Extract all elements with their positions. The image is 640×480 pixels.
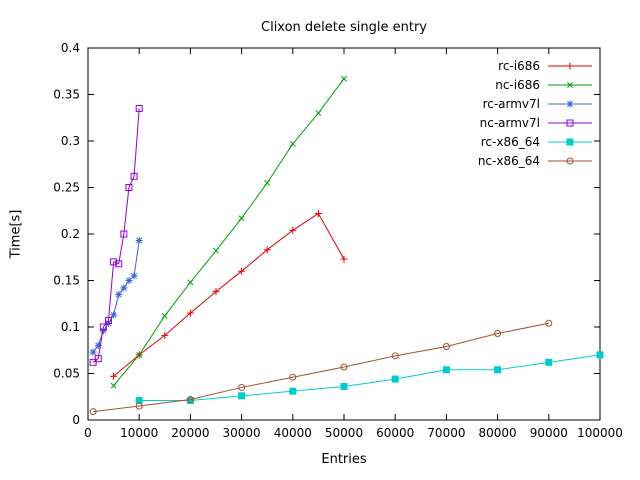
legend-label-rc-x86_64: rc-x86_64 <box>481 135 540 149</box>
series-line-rc-x86_64 <box>139 354 601 401</box>
series-marker-rc-armv7l <box>95 342 102 349</box>
legend-label-rc-armv7l: rc-armv7l <box>483 97 540 111</box>
series-marker-nc-armv7l <box>104 316 112 324</box>
series-marker-rc-x86_64 <box>545 358 553 366</box>
series-marker-nc-x86_64 <box>238 383 246 391</box>
series-marker-rc-armv7l <box>115 291 122 298</box>
series-marker-rc-armv7l <box>90 349 97 356</box>
series-marker-rc-armv7l <box>136 237 143 244</box>
legend-label-nc-armv7l: nc-armv7l <box>480 116 540 130</box>
series-marker-rc-x86_64 <box>289 387 297 395</box>
series-marker-rc-armv7l <box>110 311 117 318</box>
series-marker-nc-armv7l <box>125 184 133 191</box>
series-marker-nc-armv7l <box>130 172 138 180</box>
series-marker-nc-x86_64 <box>391 352 399 360</box>
series-line-nc-x86_64 <box>93 322 549 413</box>
series-line-rc-i686 <box>113 212 345 377</box>
series-marker-nc-x86_64 <box>289 373 297 381</box>
x-tick-label: 50000 <box>325 426 363 440</box>
series-marker-nc-x86_64 <box>442 343 450 351</box>
legend-label-nc-x86_64: nc-x86_64 <box>478 154 540 168</box>
series-marker-nc-armv7l <box>89 358 97 366</box>
series-marker-nc-x86_64 <box>89 408 97 416</box>
x-tick-label: 20000 <box>171 426 209 440</box>
series-marker-rc-x86_64 <box>596 351 604 359</box>
series-marker-nc-armv7l <box>115 260 123 268</box>
series-marker-rc-armv7l <box>120 284 127 291</box>
x-tick-label: 30000 <box>223 426 261 440</box>
legend-marker-nc-x86_64 <box>566 157 574 165</box>
series-marker-nc-x86_64 <box>135 402 143 410</box>
y-tick-label: 0.15 <box>53 274 80 288</box>
series-marker-nc-x86_64 <box>545 319 553 327</box>
y-tick-label: 0.35 <box>53 88 80 102</box>
legend-marker-nc-i686 <box>567 82 573 88</box>
x-tick-label: 100000 <box>577 426 623 440</box>
series-marker-nc-i686 <box>110 382 117 389</box>
legend-marker-rc-armv7l <box>567 101 573 107</box>
series-marker-nc-armv7l <box>120 230 128 238</box>
series-marker-nc-i686 <box>213 247 219 254</box>
x-tick-label: 0 <box>84 426 92 440</box>
y-tick-label: 0 <box>72 413 80 427</box>
series-marker-rc-armv7l <box>126 277 132 284</box>
series-marker-nc-i686 <box>238 215 245 222</box>
series-marker-nc-armv7l <box>110 258 118 266</box>
series-marker-nc-i686 <box>315 110 322 117</box>
series-marker-nc-x86_64 <box>494 330 502 338</box>
x-axis-label: Entries <box>321 452 367 467</box>
series-marker-nc-x86_64 <box>186 396 194 404</box>
series-marker-rc-x86_64 <box>494 366 502 374</box>
series-marker-nc-i686 <box>341 75 347 82</box>
x-tick-label: 90000 <box>530 426 568 440</box>
series-marker-nc-i686 <box>136 351 143 358</box>
legend-marker-nc-armv7l <box>566 119 574 127</box>
series-marker-rc-armv7l <box>131 272 138 279</box>
series-marker-rc-x86_64 <box>238 392 246 400</box>
y-tick-label: 0.2 <box>61 227 80 241</box>
y-tick-label: 0.3 <box>61 134 80 148</box>
y-axis-label: Time[s] <box>8 209 24 259</box>
legend-label-rc-i686: rc-i686 <box>498 59 540 73</box>
series-marker-rc-x86_64 <box>391 375 399 383</box>
y-tick-label: 0.05 <box>53 367 80 381</box>
legend-label-nc-i686: nc-i686 <box>495 78 540 92</box>
x-tick-label: 60000 <box>376 426 414 440</box>
y-tick-label: 0.25 <box>53 181 80 195</box>
x-tick-label: 40000 <box>274 426 312 440</box>
y-tick-label: 0.1 <box>61 320 80 334</box>
series-marker-nc-i686 <box>161 312 168 319</box>
series-marker-rc-armv7l <box>100 327 107 334</box>
series-marker-nc-i686 <box>187 279 194 286</box>
series-marker-nc-x86_64 <box>340 363 348 371</box>
series-marker-rc-x86_64 <box>340 383 348 391</box>
x-tick-label: 70000 <box>427 426 465 440</box>
series-marker-nc-armv7l <box>94 355 102 363</box>
legend-marker-rc-x86_64 <box>566 138 574 146</box>
x-tick-label: 10000 <box>120 426 158 440</box>
series-marker-nc-i686 <box>264 179 271 186</box>
x-tick-label: 80000 <box>479 426 517 440</box>
y-tick-label: 0.4 <box>61 41 80 55</box>
series-marker-nc-i686 <box>289 140 296 147</box>
series-marker-nc-armv7l <box>135 104 143 112</box>
series-line-nc-i686 <box>113 78 345 386</box>
series-marker-rc-x86_64 <box>442 366 450 374</box>
chart-title: Clixon delete single entry <box>261 20 427 35</box>
series-marker-nc-armv7l <box>99 323 107 331</box>
